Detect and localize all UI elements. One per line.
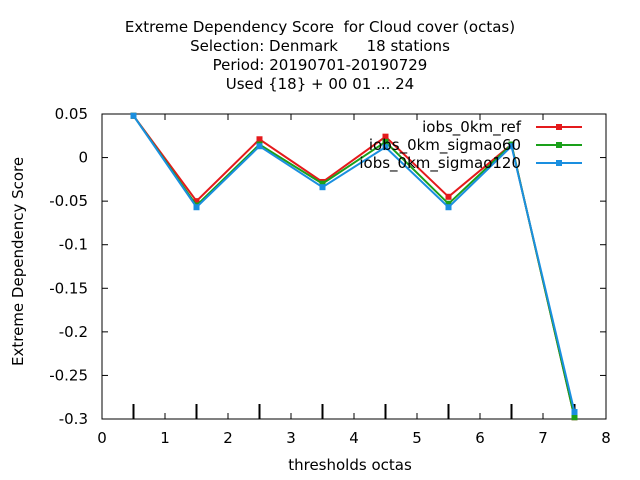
data-point [319, 184, 326, 191]
x-axis-label: thresholds octas [288, 456, 412, 474]
y-tick-label: -0.3 [59, 410, 88, 428]
y-tick-label: -0.15 [49, 279, 88, 297]
data-point [130, 112, 137, 119]
tick-labels: 0.05 0 -0.05 -0.1 -0.15 -0.2 -0.25 -0.3 0 1 2 3 4 5 6 7… [49, 105, 611, 447]
data-point [571, 414, 578, 421]
chart-title-line-2: Selection: Denmark 18 stations [190, 37, 450, 55]
legend: iobs_0km_refiobs_0km_sigmao60iobs_0km_si… [359, 118, 582, 173]
x-tick-label: 4 [349, 429, 359, 447]
data-point [445, 193, 452, 200]
y-tick-label: -0.05 [49, 192, 88, 210]
x-tick-label: 7 [538, 429, 548, 447]
x-tick-label: 3 [286, 429, 296, 447]
data-point [319, 180, 326, 187]
x-tick-label: 5 [412, 429, 422, 447]
x-tick-label: 8 [601, 429, 611, 447]
legend-marker [556, 142, 562, 148]
x-tick-label: 0 [97, 429, 107, 447]
legend-label: iobs_0km_sigmao60 [369, 136, 521, 155]
data-point [193, 198, 200, 205]
y-tick-label: -0.1 [59, 236, 88, 254]
chart-title-line-4: Used {18} + 00 01 ... 24 [225, 75, 415, 93]
legend-marker [556, 124, 562, 130]
chart-title-line-3: Period: 20190701-20190729 [212, 56, 428, 74]
x-tick-label: 1 [160, 429, 170, 447]
legend-label: iobs_0km_sigmao120 [359, 154, 521, 173]
series-iobs_0km_sigmao120 [130, 112, 578, 416]
series-line [132, 115, 576, 418]
chart-title-line-1: Extreme Dependency Score for Cloud cover… [124, 18, 516, 36]
data-point [445, 200, 452, 207]
y-tick-label: 0.05 [55, 105, 88, 123]
data-point [256, 143, 263, 150]
series-layer [130, 112, 578, 421]
legend-label: iobs_0km_ref [422, 118, 522, 137]
y-tick-label: -0.25 [49, 366, 88, 384]
data-point [508, 143, 515, 150]
y-tick-label: 0 [78, 149, 88, 167]
data-point [382, 138, 389, 145]
y-axis-label: Extreme Dependency Score [9, 156, 27, 366]
axis-ticks [101, 113, 607, 420]
data-point [382, 133, 389, 140]
x-tick-label: 6 [475, 429, 485, 447]
y-tick-label: -0.2 [59, 323, 88, 341]
x-tick-label: 2 [223, 429, 233, 447]
data-point [382, 144, 389, 151]
series-line [132, 115, 576, 413]
data-point [445, 204, 452, 211]
data-point [193, 204, 200, 211]
legend-marker [556, 160, 562, 166]
threshold-ticks [132, 404, 576, 419]
data-point [571, 409, 578, 416]
data-point [256, 136, 263, 143]
